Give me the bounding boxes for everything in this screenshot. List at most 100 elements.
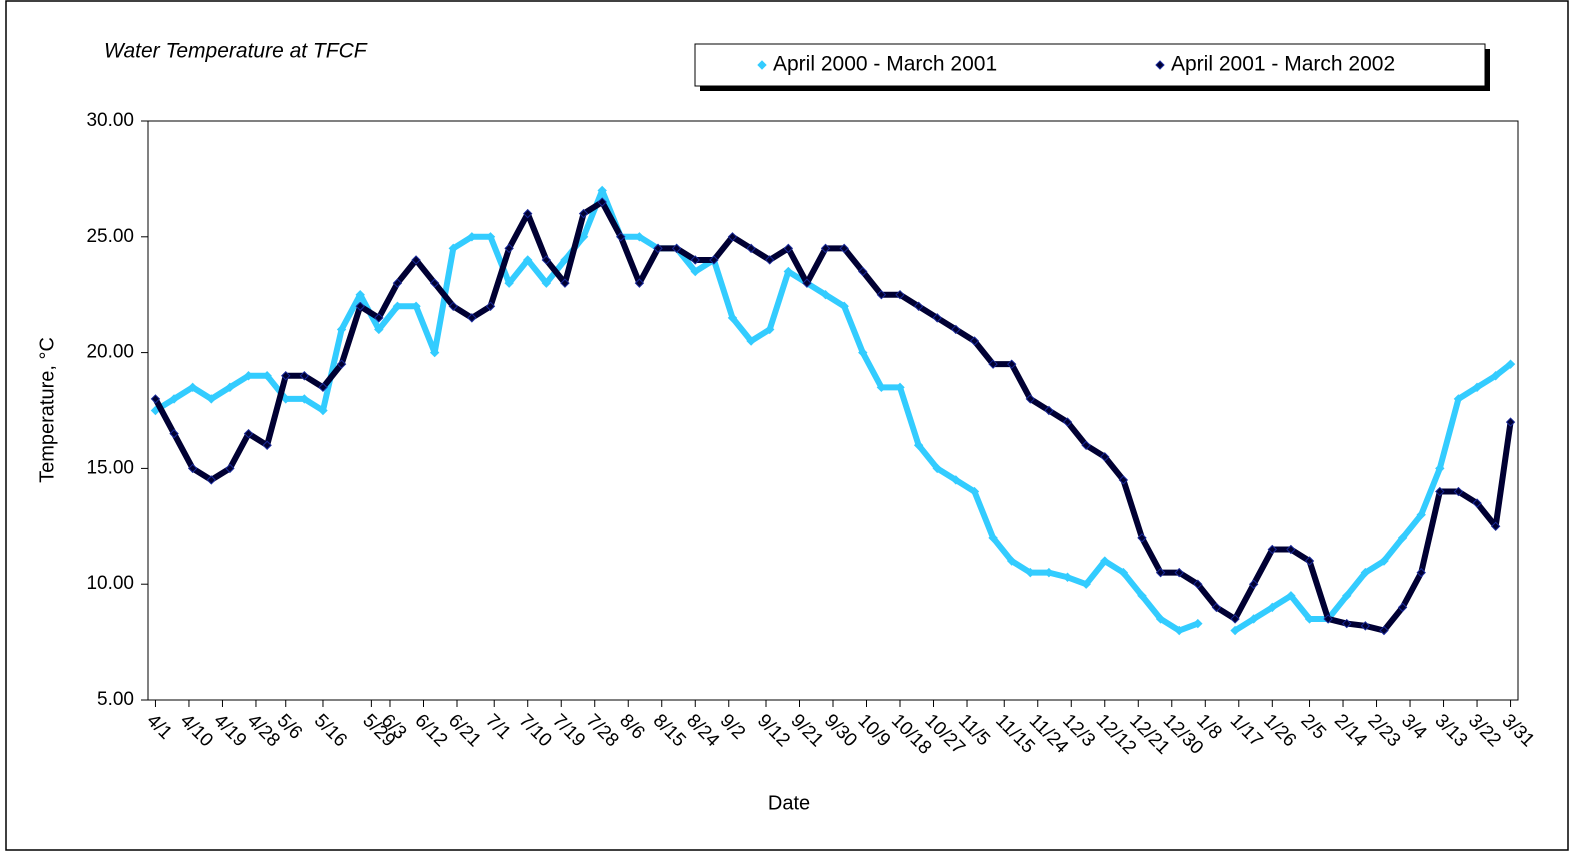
y-tick-label: 20.00 [86,342,134,363]
data-point [578,208,589,219]
data-point [523,208,533,219]
legend-label: April 2001 - March 2002 [1171,53,1395,76]
y-tick-label: 5.00 [97,689,134,710]
data-point [206,394,216,404]
data-point [616,232,626,242]
data-point [1379,625,1389,636]
data-point [523,255,533,265]
data-point [895,289,905,300]
data-point [932,463,942,474]
x-axis-title: Date [768,792,810,814]
data-point [1137,591,1147,601]
data-point [1248,579,1259,589]
data-point [1267,602,1277,613]
data-point [1044,405,1054,416]
y-tick-label: 30.00 [86,110,134,131]
data-point [281,394,291,404]
data-point [1174,567,1184,578]
data-point [1435,463,1445,474]
data-point [448,301,458,311]
data-point [1081,579,1091,589]
data-point [969,336,980,346]
data-point [1416,510,1426,520]
data-point [1118,475,1129,485]
data-point [820,289,831,300]
data-point [225,382,235,393]
data-point [1006,556,1017,566]
data-point [727,232,738,242]
data-point [858,347,868,358]
data-point [560,255,570,265]
data-point [1025,567,1036,578]
data-point [206,475,216,485]
y-tick-label: 25.00 [86,226,134,247]
legend [694,43,1486,87]
data-point [1248,614,1259,624]
y-tick-label: 10.00 [86,573,134,594]
data-point [1155,614,1166,624]
data-point [1044,567,1054,578]
data-point [969,486,980,497]
data-point [1505,417,1516,427]
data-point [876,382,887,393]
data-point [690,266,700,277]
data-point [1453,486,1464,497]
data-point [1379,556,1389,566]
data-point [504,243,514,254]
data-point [150,394,161,404]
data-point [1081,440,1091,450]
data-point [727,313,738,323]
data-point [1211,602,1222,613]
data-point [281,371,291,381]
data-point [225,463,235,474]
data-point [1342,618,1352,629]
data-point [1062,417,1073,427]
legend-marker [757,60,767,70]
data-point [448,243,458,254]
data-point [299,371,310,381]
data-point [374,313,384,323]
data-point [1100,556,1110,566]
data-point [485,301,496,311]
data-point [895,382,905,393]
data-point [1267,544,1277,555]
y-tick-label: 15.00 [86,457,134,478]
y-axis-title: Temperature, °C [36,337,58,483]
legend-label: April 2000 - March 2001 [773,53,997,76]
data-point [653,243,663,254]
data-point [839,301,849,311]
data-point [783,243,794,254]
data-point [1286,544,1296,555]
data-point [299,394,310,404]
data-point [1100,452,1110,462]
data-point [1323,614,1333,624]
data-point [1416,567,1426,578]
data-point [1360,567,1371,578]
data-point [1193,618,1203,629]
data-point [1360,621,1371,631]
data-point [560,278,570,288]
data-point [1397,533,1408,543]
data-point [988,359,998,369]
data-point [746,336,756,346]
data-point [169,428,179,439]
data-point [1155,567,1166,578]
data-point [578,232,589,242]
data-point [336,324,347,335]
data-point [802,278,812,288]
data-point [485,232,496,242]
data-point [1304,614,1315,624]
data-point [783,266,794,277]
data-point [951,324,961,335]
data-point [318,405,328,416]
data-point [355,301,365,311]
data-point [1472,382,1482,393]
data-point [1006,359,1017,369]
data-point [541,278,552,288]
data-point [467,313,477,323]
data-point [746,243,756,254]
data-point [1025,394,1036,404]
data-point [1174,625,1184,636]
data-point [355,289,365,300]
